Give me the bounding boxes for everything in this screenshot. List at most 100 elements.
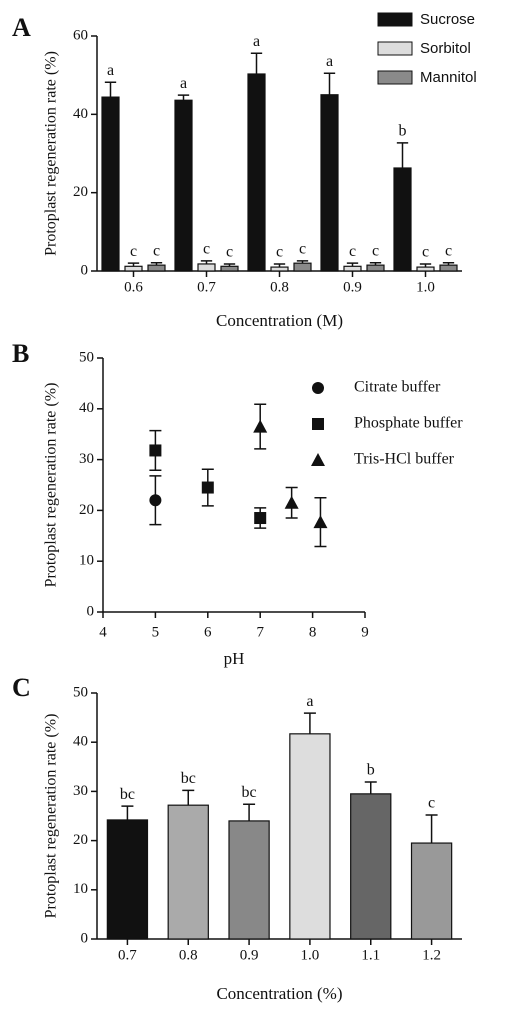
- panel-label: A: [12, 13, 31, 42]
- bar: [270, 266, 289, 272]
- bar: [366, 264, 385, 272]
- error-bar: [369, 262, 382, 266]
- error-bar: [121, 805, 134, 820]
- x-tick-label: 1.1: [361, 947, 380, 963]
- significance-letter: a: [306, 693, 313, 710]
- x-tick-label: 0.9: [240, 947, 259, 963]
- y-tick-label: 0: [81, 262, 89, 278]
- x-tick-label: 1.2: [422, 947, 441, 963]
- x-tick-label: 5: [152, 624, 160, 640]
- y-tick-label: 10: [79, 553, 94, 569]
- marker: [284, 495, 299, 509]
- significance-letter: c: [226, 244, 233, 261]
- bar: [174, 99, 193, 272]
- legend-label: Sorbitol: [420, 40, 471, 57]
- significance-letter: c: [422, 244, 429, 261]
- marker: [311, 453, 325, 466]
- significance-letter: a: [253, 33, 260, 50]
- y-tick-label: 30: [79, 451, 94, 467]
- y-tick-label: 40: [79, 400, 94, 416]
- x-tick-label: 0.8: [179, 947, 198, 963]
- legend-label: Tris-HCl buffer: [354, 451, 455, 468]
- error-bar: [425, 814, 438, 844]
- marker: [254, 512, 267, 525]
- significance-letter: bc: [181, 770, 196, 787]
- error-bar: [442, 262, 455, 266]
- marker: [149, 494, 162, 507]
- marker: [312, 382, 324, 394]
- bar: [167, 804, 209, 940]
- y-tick-label: 60: [73, 27, 88, 43]
- error-bar: [303, 712, 316, 734]
- error-bar: [182, 789, 195, 806]
- error-bar: [250, 52, 263, 74]
- error-bar: [177, 94, 190, 101]
- bar: [416, 266, 435, 272]
- legend-label: Mannitol: [420, 69, 477, 86]
- x-tick-label: 0.7: [197, 279, 216, 295]
- significance-letter: a: [326, 53, 333, 70]
- bar: [320, 94, 339, 272]
- y-tick-label: 40: [73, 734, 88, 750]
- y-tick-label: 50: [79, 349, 94, 365]
- error-bar: [419, 263, 432, 268]
- bar: [124, 265, 143, 272]
- x-tick-label: 0.6: [124, 279, 143, 295]
- legend-label: Sucrose: [420, 11, 475, 28]
- y-tick-label: 30: [73, 783, 88, 799]
- x-tick-label: 7: [256, 624, 264, 640]
- bar: [147, 264, 166, 272]
- error-bar: [223, 263, 236, 267]
- legend-swatch: [377, 12, 413, 27]
- x-tick-label: 8: [309, 624, 317, 640]
- bar: [228, 820, 270, 940]
- bar: [410, 842, 453, 940]
- significance-letter: c: [299, 240, 306, 257]
- marker: [149, 444, 162, 457]
- panel-label: C: [12, 673, 31, 702]
- bar: [350, 793, 392, 940]
- significance-letter: c: [130, 243, 137, 260]
- legend-label: Phosphate buffer: [354, 415, 463, 432]
- significance-letter: c: [445, 242, 452, 259]
- error-bar: [346, 262, 359, 267]
- error-bar: [296, 260, 309, 264]
- error-bar: [243, 803, 256, 821]
- y-axis-label: Protoplast regeneration rate (%): [43, 714, 60, 919]
- error-bar: [364, 781, 377, 794]
- y-tick-label: 10: [73, 881, 88, 897]
- error-bar: [323, 72, 336, 95]
- legend-label: Citrate buffer: [354, 379, 441, 396]
- y-axis-label: Protoplast regeneration rate (%): [43, 51, 60, 256]
- significance-letter: a: [180, 75, 187, 92]
- significance-letter: c: [428, 795, 435, 812]
- marker: [313, 515, 328, 529]
- x-tick-label: 0.7: [118, 947, 137, 963]
- y-tick-label: 20: [73, 184, 88, 200]
- significance-letter: bc: [120, 786, 135, 803]
- significance-letter: c: [276, 244, 283, 261]
- y-tick-label: 50: [73, 684, 88, 700]
- y-tick-label: 0: [81, 930, 89, 946]
- bar: [106, 819, 149, 940]
- significance-letter: b: [367, 762, 375, 779]
- significance-letter: b: [399, 123, 407, 140]
- y-axis-label: Protoplast regeneration rate (%): [43, 383, 60, 588]
- x-tick-label: 4: [99, 624, 107, 640]
- x-axis-label: Concentration (M): [216, 311, 343, 330]
- error-bar: [127, 262, 140, 267]
- bar: [197, 263, 216, 272]
- x-axis-label: pH: [224, 649, 245, 668]
- marker: [201, 481, 214, 494]
- error-bar: [200, 260, 213, 264]
- bar: [343, 265, 362, 272]
- x-tick-label: 1.0: [301, 947, 320, 963]
- significance-letter: c: [203, 240, 210, 257]
- x-tick-label: 6: [204, 624, 212, 640]
- marker: [253, 419, 268, 433]
- y-tick-label: 0: [87, 603, 95, 619]
- error-bar: [396, 142, 409, 168]
- marker: [312, 418, 324, 430]
- significance-letter: bc: [242, 784, 257, 801]
